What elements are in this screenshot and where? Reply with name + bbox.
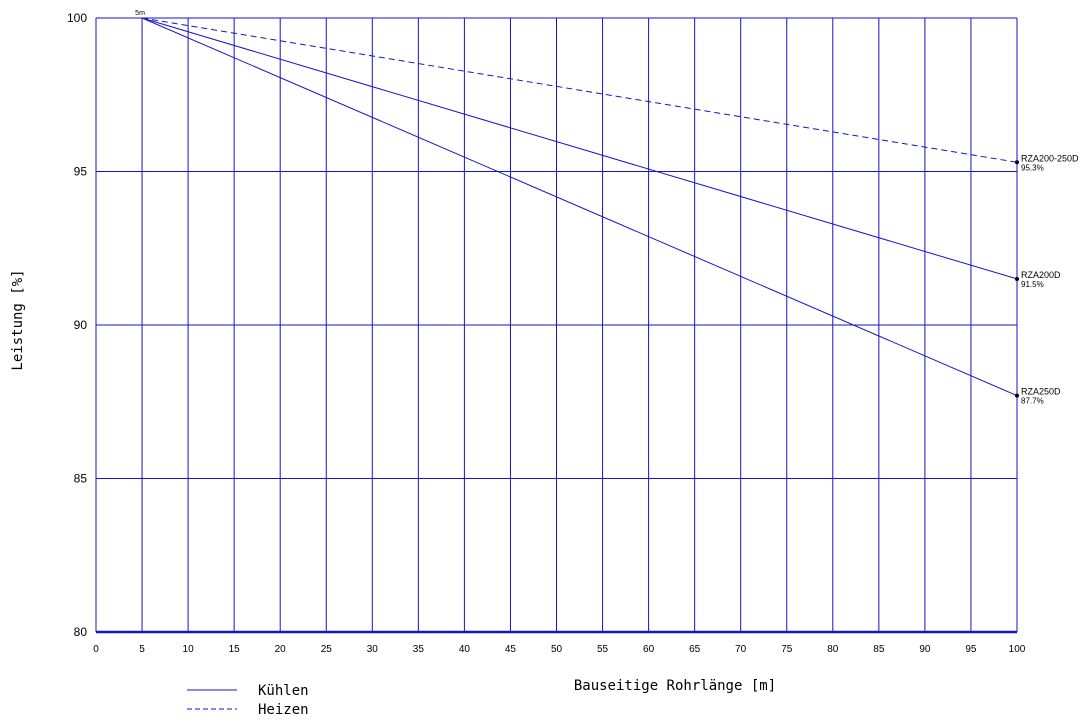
x-tick-label-40: 40 — [459, 644, 471, 655]
legend: Kühlen Heizen — [187, 683, 309, 718]
legend-label-kuehlen: Kühlen — [258, 683, 309, 699]
x-tick-label-15: 15 — [229, 644, 241, 655]
y-tick-labels: 80 85 90 95 100 — [67, 11, 87, 639]
series-end-marker-rza200d — [1015, 276, 1019, 281]
series-value-label-rza200d: 91.5% — [1021, 280, 1044, 289]
x-tick-label-60: 60 — [643, 644, 655, 655]
y-tick-label-80: 80 — [74, 625, 88, 639]
series-value-label-rza200-250d: 95.3% — [1021, 163, 1044, 172]
series-name-label-rza200d: RZA200D — [1021, 270, 1061, 280]
x-tick-label-75: 75 — [781, 644, 793, 655]
x-tick-label-85: 85 — [873, 644, 885, 655]
y-tick-label-95: 95 — [74, 165, 88, 179]
series-line-rza200d — [141, 17, 1018, 280]
grid — [95, 17, 1018, 634]
x-tick-label-65: 65 — [689, 644, 701, 655]
y-tick-label-90: 90 — [74, 318, 88, 332]
x-tick-label-5: 5 — [139, 644, 145, 655]
series-end-marker-rza250d — [1015, 393, 1019, 398]
x-tick-label-50: 50 — [551, 644, 563, 655]
series-name-label-rza250d: RZA250D — [1021, 387, 1061, 397]
y-axis-label: Leistung [%] — [10, 269, 26, 370]
legend-label-heizen: Heizen — [258, 702, 309, 718]
x-tick-label-100: 100 — [1009, 644, 1026, 655]
series-value-label-rza250d: 87.7% — [1021, 397, 1044, 406]
x-tick-label-95: 95 — [965, 644, 977, 655]
x-tick-label-25: 25 — [321, 644, 333, 655]
series-group — [141, 17, 1019, 398]
x-tick-label-80: 80 — [827, 644, 839, 655]
series-line-rza200-250d — [141, 17, 1018, 163]
series-line-rza250d — [141, 17, 1018, 397]
x-tick-label-90: 90 — [919, 644, 931, 655]
series-end-marker-rza200-250d — [1015, 160, 1019, 165]
x-tick-label-70: 70 — [735, 644, 747, 655]
y-tick-label-85: 85 — [74, 472, 88, 486]
start-annotation-label: 5m — [135, 10, 145, 17]
x-tick-label-20: 20 — [275, 644, 287, 655]
x-tick-label-10: 10 — [183, 644, 195, 655]
y-tick-label-100: 100 — [67, 11, 87, 25]
x-tick-label-35: 35 — [413, 644, 425, 655]
x-tick-labels: 0 5 10 15 20 25 30 35 40 45 50 55 60 65 70 75 80 85 90 95 10… — [93, 644, 1026, 655]
x-tick-label-55: 55 — [597, 644, 609, 655]
series-name-label-rza200-250d: RZA200-250D — [1021, 153, 1079, 163]
x-tick-label-45: 45 — [505, 644, 517, 655]
x-axis-label: Bauseitige Rohrlänge [m] — [574, 678, 776, 694]
x-tick-label-0: 0 — [93, 644, 99, 655]
x-tick-label-30: 30 — [367, 644, 379, 655]
